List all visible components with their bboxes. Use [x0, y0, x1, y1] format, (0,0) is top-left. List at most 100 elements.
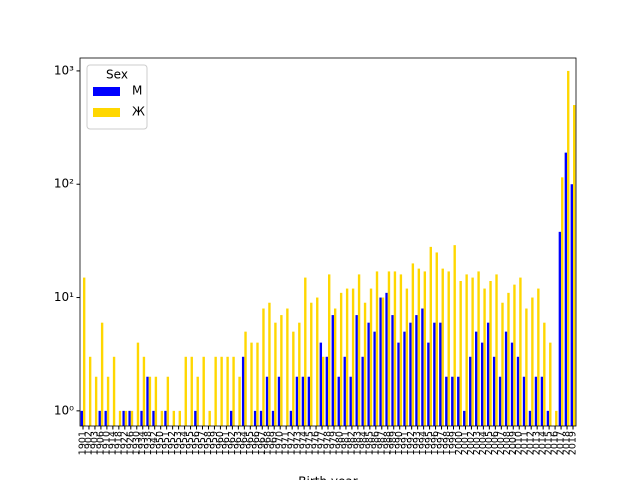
bar — [268, 302, 271, 426]
bar — [555, 410, 558, 426]
x-tick-label: 1985 — [364, 431, 375, 455]
bar — [331, 315, 334, 426]
bar — [164, 410, 167, 426]
x-tick-label: 1980 — [334, 431, 345, 455]
x-tick-label: 2006 — [490, 431, 501, 455]
bar — [232, 356, 235, 426]
x-tick-label: 2012 — [526, 431, 537, 455]
bar — [98, 410, 101, 426]
x-tick-label: 2019 — [568, 431, 579, 455]
bar — [381, 297, 385, 426]
bar — [429, 246, 432, 426]
bar — [399, 274, 403, 426]
y-tick-label: 10³ — [54, 63, 74, 77]
bar — [106, 376, 110, 426]
bar — [244, 331, 247, 426]
bar — [403, 331, 406, 426]
x-tick-label: 1988 — [382, 431, 393, 455]
bar — [561, 177, 564, 426]
bar — [427, 342, 430, 426]
bar — [411, 263, 415, 426]
x-tick-label: 1958 — [203, 431, 214, 455]
x-tick-label: 1955 — [185, 431, 196, 455]
bar — [417, 268, 421, 426]
bar — [238, 376, 241, 426]
bar — [226, 356, 229, 426]
x-tick-label: 2002 — [466, 431, 477, 455]
x-tick-label: 2004 — [478, 431, 489, 455]
bar — [501, 302, 504, 426]
bar — [534, 376, 538, 426]
bar — [457, 376, 460, 426]
bar — [214, 356, 217, 426]
x-tick-label: 2008 — [502, 431, 513, 455]
legend-swatch — [93, 87, 120, 96]
bar — [271, 410, 275, 426]
bar — [274, 322, 277, 426]
bar — [229, 410, 233, 426]
x-tick-label: 1987 — [376, 431, 387, 455]
x-tick-label: 1956 — [191, 431, 202, 455]
bar — [202, 356, 205, 426]
x-tick-label: 1976 — [311, 431, 322, 455]
bar — [190, 356, 193, 426]
bar — [82, 277, 86, 426]
x-tick-label: 1989 — [388, 431, 399, 455]
x-tick-label: 1990 — [394, 431, 405, 455]
x-tick-label: 2005 — [484, 431, 495, 455]
bar — [351, 288, 355, 426]
bar — [286, 308, 289, 426]
bar — [507, 292, 510, 426]
x-tick-label: 1999 — [448, 431, 459, 455]
bar — [415, 315, 418, 426]
x-tick-label: 2007 — [496, 431, 507, 455]
bar — [339, 292, 343, 426]
bar — [471, 277, 474, 426]
x-tick-label: 2001 — [460, 431, 471, 455]
bar — [465, 274, 468, 426]
x-tick-label: 1995 — [424, 431, 435, 455]
bar — [196, 376, 199, 426]
bar — [498, 376, 502, 426]
bar — [447, 271, 450, 426]
bar — [573, 105, 576, 426]
bar — [549, 342, 552, 426]
bar — [441, 268, 444, 426]
x-axis-label: Birth year — [298, 475, 357, 480]
x-tick-label: 2018 — [562, 431, 573, 455]
legend-label: Ж — [132, 105, 145, 119]
bar — [489, 280, 492, 426]
x-tick-label: 1975 — [305, 431, 316, 455]
bar — [363, 302, 367, 426]
bar — [337, 376, 340, 426]
x-tick-label: 1977 — [317, 431, 328, 455]
bar — [540, 376, 544, 426]
x-tick-label: 1966 — [251, 431, 262, 455]
bar — [385, 292, 388, 426]
x-tick-label: 1991 — [400, 431, 411, 455]
bar — [504, 331, 508, 426]
bar — [421, 308, 424, 426]
bar — [316, 297, 319, 426]
bar — [391, 315, 394, 426]
bar — [367, 322, 370, 426]
x-tick-label: 2016 — [550, 431, 561, 455]
bar — [433, 322, 436, 426]
bar — [570, 184, 574, 426]
bar — [122, 410, 125, 426]
bar — [88, 356, 92, 426]
bar — [546, 410, 550, 426]
bar — [492, 356, 496, 426]
bar — [319, 342, 323, 426]
bar — [130, 410, 134, 426]
bar — [154, 376, 158, 426]
bar — [405, 288, 409, 426]
bar — [325, 356, 328, 426]
y-tick-label: 10⁰ — [54, 403, 74, 417]
x-tick-label: 1994 — [418, 431, 429, 455]
bar — [564, 152, 568, 426]
x-tick-label: 1972 — [287, 431, 298, 455]
bar — [304, 277, 307, 426]
bar — [463, 410, 466, 426]
